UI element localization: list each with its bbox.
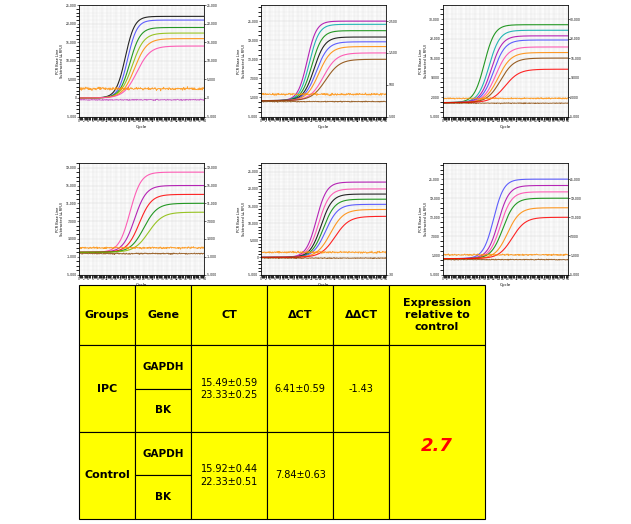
Bar <box>135 432 191 475</box>
X-axis label: Cycle: Cycle <box>136 283 147 287</box>
Bar <box>135 475 191 519</box>
Bar <box>191 285 267 345</box>
Text: Control: Control <box>84 471 130 481</box>
Bar <box>267 285 333 345</box>
Text: BK: BK <box>155 406 171 416</box>
X-axis label: Cycle: Cycle <box>136 125 147 129</box>
Bar <box>191 345 267 432</box>
Text: ΔCT: ΔCT <box>288 310 312 320</box>
Bar <box>267 345 333 432</box>
X-axis label: Cycle: Cycle <box>318 283 329 287</box>
X-axis label: Cycle: Cycle <box>500 283 511 287</box>
X-axis label: Cycle: Cycle <box>318 125 329 129</box>
Y-axis label: PCR Base Line
Subtracted (∆ RFU): PCR Base Line Subtracted (∆ RFU) <box>56 44 64 78</box>
Text: GAPDH: GAPDH <box>143 362 184 372</box>
Text: Gene: Gene <box>147 310 179 320</box>
Bar <box>135 345 191 389</box>
Text: 7.84±0.63: 7.84±0.63 <box>274 471 326 481</box>
Text: CT: CT <box>221 310 237 320</box>
Bar <box>79 285 135 345</box>
Bar <box>333 432 389 519</box>
Text: Groups: Groups <box>85 310 129 320</box>
Y-axis label: PCR Base Line
Subtracted (∆ RFU): PCR Base Line Subtracted (∆ RFU) <box>419 44 428 78</box>
Text: 15.92±0.44
22.33±0.51: 15.92±0.44 22.33±0.51 <box>201 464 258 487</box>
Text: 2.7: 2.7 <box>421 437 453 455</box>
Text: GAPDH: GAPDH <box>143 449 184 459</box>
Text: Expression
relative to
control: Expression relative to control <box>403 298 471 332</box>
Y-axis label: PCR Base Line
Subtracted (∆ RFU): PCR Base Line Subtracted (∆ RFU) <box>419 202 428 236</box>
Bar <box>135 389 191 432</box>
Bar <box>135 285 191 345</box>
Text: ΔΔCT: ΔΔCT <box>345 310 378 320</box>
Bar <box>191 432 267 519</box>
Bar <box>267 432 333 519</box>
Y-axis label: PCR Base Line
Subtracted (∆ RFU): PCR Base Line Subtracted (∆ RFU) <box>237 44 246 78</box>
Bar <box>79 345 135 432</box>
Text: 6.41±0.59: 6.41±0.59 <box>274 384 326 394</box>
Text: IPC: IPC <box>97 384 117 394</box>
Bar <box>389 285 485 345</box>
Text: BK: BK <box>155 492 171 502</box>
Y-axis label: PCR Base Line
Subtracted (∆ RFU): PCR Base Line Subtracted (∆ RFU) <box>56 202 64 236</box>
Bar <box>333 285 389 345</box>
X-axis label: Cycle: Cycle <box>500 125 511 129</box>
Bar <box>389 345 485 519</box>
Bar <box>79 432 135 519</box>
Text: 15.49±0.59
23.33±0.25: 15.49±0.59 23.33±0.25 <box>201 378 258 400</box>
Text: -1.43: -1.43 <box>349 384 374 394</box>
Y-axis label: PCR Base Line
Subtracted (∆ RFU): PCR Base Line Subtracted (∆ RFU) <box>237 202 246 236</box>
Bar <box>333 345 389 432</box>
